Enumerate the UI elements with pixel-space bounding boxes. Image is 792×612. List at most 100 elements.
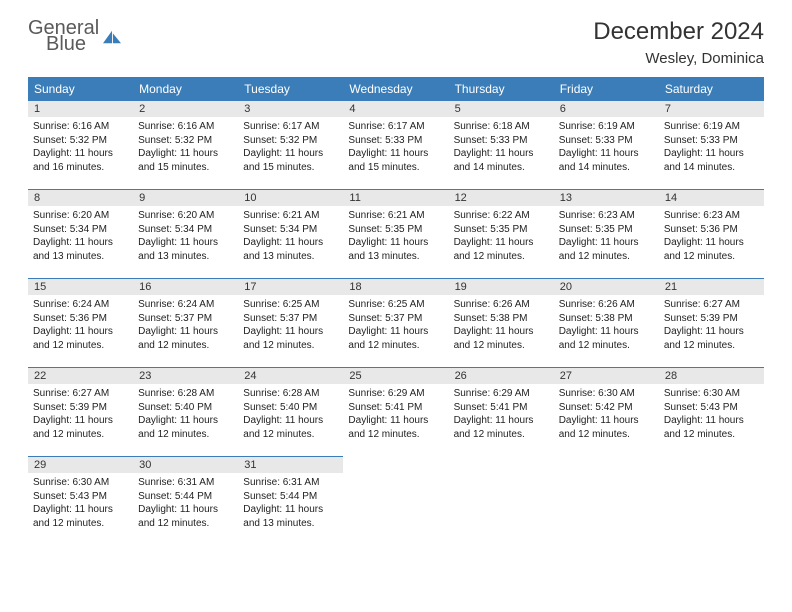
sunset-line: Sunset: 5:32 PM xyxy=(243,134,338,148)
daylight-line: Daylight: 11 hours and 13 minutes. xyxy=(33,236,128,263)
sunrise-line: Sunrise: 6:25 AM xyxy=(348,298,443,312)
day-number: 1 xyxy=(28,101,133,117)
sunset-line: Sunset: 5:33 PM xyxy=(664,134,759,148)
sunrise-line: Sunrise: 6:17 AM xyxy=(243,120,338,134)
calendar-table: SundayMondayTuesdayWednesdayThursdayFrid… xyxy=(28,77,764,545)
daylight-line: Daylight: 11 hours and 14 minutes. xyxy=(664,147,759,174)
sail-icon xyxy=(103,30,121,44)
sunset-line: Sunset: 5:33 PM xyxy=(559,134,654,148)
day-number: 21 xyxy=(659,279,764,295)
daylight-line: Daylight: 11 hours and 15 minutes. xyxy=(138,147,233,174)
day-number: 22 xyxy=(28,368,133,384)
sunset-line: Sunset: 5:34 PM xyxy=(243,223,338,237)
weekday-header: Saturday xyxy=(659,78,764,101)
daylight-line: Daylight: 11 hours and 13 minutes. xyxy=(348,236,443,263)
day-detail: Sunrise: 6:16 AMSunset: 5:32 PMDaylight:… xyxy=(28,117,133,178)
sunset-line: Sunset: 5:32 PM xyxy=(33,134,128,148)
sunrise-line: Sunrise: 6:17 AM xyxy=(348,120,443,134)
sunset-line: Sunset: 5:34 PM xyxy=(138,223,233,237)
sunrise-line: Sunrise: 6:19 AM xyxy=(559,120,654,134)
day-number: 3 xyxy=(238,101,343,117)
sunrise-line: Sunrise: 6:23 AM xyxy=(559,209,654,223)
sunrise-line: Sunrise: 6:29 AM xyxy=(348,387,443,401)
day-number: 14 xyxy=(659,190,764,206)
sunset-line: Sunset: 5:41 PM xyxy=(348,401,443,415)
day-number: 4 xyxy=(343,101,448,117)
sunrise-line: Sunrise: 6:18 AM xyxy=(454,120,549,134)
empty-cell xyxy=(659,457,764,546)
sunrise-line: Sunrise: 6:21 AM xyxy=(243,209,338,223)
sunset-line: Sunset: 5:35 PM xyxy=(454,223,549,237)
day-cell: 12Sunrise: 6:22 AMSunset: 5:35 PMDayligh… xyxy=(449,190,554,279)
day-cell: 3Sunrise: 6:17 AMSunset: 5:32 PMDaylight… xyxy=(238,101,343,190)
sunrise-line: Sunrise: 6:27 AM xyxy=(664,298,759,312)
day-cell: 23Sunrise: 6:28 AMSunset: 5:40 PMDayligh… xyxy=(133,368,238,457)
sunset-line: Sunset: 5:33 PM xyxy=(454,134,549,148)
day-detail: Sunrise: 6:28 AMSunset: 5:40 PMDaylight:… xyxy=(133,384,238,445)
sunrise-line: Sunrise: 6:27 AM xyxy=(33,387,128,401)
day-cell: 27Sunrise: 6:30 AMSunset: 5:42 PMDayligh… xyxy=(554,368,659,457)
day-number: 23 xyxy=(133,368,238,384)
weekday-header-row: SundayMondayTuesdayWednesdayThursdayFrid… xyxy=(28,78,764,101)
sunrise-line: Sunrise: 6:28 AM xyxy=(138,387,233,401)
day-number: 28 xyxy=(659,368,764,384)
daylight-line: Daylight: 11 hours and 12 minutes. xyxy=(138,325,233,352)
day-detail: Sunrise: 6:27 AMSunset: 5:39 PMDaylight:… xyxy=(659,295,764,356)
sunrise-line: Sunrise: 6:26 AM xyxy=(559,298,654,312)
day-number: 9 xyxy=(133,190,238,206)
day-detail: Sunrise: 6:30 AMSunset: 5:43 PMDaylight:… xyxy=(659,384,764,445)
title-block: December 2024 Wesley, Dominica xyxy=(593,18,764,67)
sunrise-line: Sunrise: 6:30 AM xyxy=(33,476,128,490)
sunrise-line: Sunrise: 6:29 AM xyxy=(454,387,549,401)
day-detail: Sunrise: 6:25 AMSunset: 5:37 PMDaylight:… xyxy=(238,295,343,356)
sunrise-line: Sunrise: 6:31 AM xyxy=(138,476,233,490)
day-number: 20 xyxy=(554,279,659,295)
day-number: 24 xyxy=(238,368,343,384)
header: General Blue December 2024 Wesley, Domin… xyxy=(28,18,764,67)
day-detail: Sunrise: 6:29 AMSunset: 5:41 PMDaylight:… xyxy=(343,384,448,445)
day-number: 15 xyxy=(28,279,133,295)
daylight-line: Daylight: 11 hours and 12 minutes. xyxy=(454,325,549,352)
daylight-line: Daylight: 11 hours and 12 minutes. xyxy=(559,325,654,352)
sunset-line: Sunset: 5:35 PM xyxy=(348,223,443,237)
empty-cell xyxy=(343,457,448,546)
day-detail: Sunrise: 6:26 AMSunset: 5:38 PMDaylight:… xyxy=(449,295,554,356)
daylight-line: Daylight: 11 hours and 13 minutes. xyxy=(243,236,338,263)
day-cell: 10Sunrise: 6:21 AMSunset: 5:34 PMDayligh… xyxy=(238,190,343,279)
week-row: 8Sunrise: 6:20 AMSunset: 5:34 PMDaylight… xyxy=(28,190,764,279)
day-number: 6 xyxy=(554,101,659,117)
day-detail: Sunrise: 6:16 AMSunset: 5:32 PMDaylight:… xyxy=(133,117,238,178)
sunset-line: Sunset: 5:32 PM xyxy=(138,134,233,148)
sunrise-line: Sunrise: 6:19 AM xyxy=(664,120,759,134)
day-detail: Sunrise: 6:28 AMSunset: 5:40 PMDaylight:… xyxy=(238,384,343,445)
day-number: 5 xyxy=(449,101,554,117)
sunset-line: Sunset: 5:42 PM xyxy=(559,401,654,415)
sunrise-line: Sunrise: 6:22 AM xyxy=(454,209,549,223)
daylight-line: Daylight: 11 hours and 12 minutes. xyxy=(559,414,654,441)
day-number: 2 xyxy=(133,101,238,117)
empty-cell xyxy=(449,457,554,546)
day-number: 29 xyxy=(28,457,133,473)
day-detail: Sunrise: 6:29 AMSunset: 5:41 PMDaylight:… xyxy=(449,384,554,445)
day-cell: 15Sunrise: 6:24 AMSunset: 5:36 PMDayligh… xyxy=(28,279,133,368)
week-row: 22Sunrise: 6:27 AMSunset: 5:39 PMDayligh… xyxy=(28,368,764,457)
daylight-line: Daylight: 11 hours and 12 minutes. xyxy=(664,414,759,441)
day-detail: Sunrise: 6:21 AMSunset: 5:35 PMDaylight:… xyxy=(343,206,448,267)
daylight-line: Daylight: 11 hours and 12 minutes. xyxy=(348,325,443,352)
daylight-line: Daylight: 11 hours and 12 minutes. xyxy=(243,325,338,352)
sunrise-line: Sunrise: 6:21 AM xyxy=(348,209,443,223)
sunrise-line: Sunrise: 6:26 AM xyxy=(454,298,549,312)
day-detail: Sunrise: 6:26 AMSunset: 5:38 PMDaylight:… xyxy=(554,295,659,356)
day-number: 12 xyxy=(449,190,554,206)
day-detail: Sunrise: 6:18 AMSunset: 5:33 PMDaylight:… xyxy=(449,117,554,178)
daylight-line: Daylight: 11 hours and 12 minutes. xyxy=(138,414,233,441)
daylight-line: Daylight: 11 hours and 15 minutes. xyxy=(348,147,443,174)
day-detail: Sunrise: 6:20 AMSunset: 5:34 PMDaylight:… xyxy=(28,206,133,267)
sunrise-line: Sunrise: 6:28 AM xyxy=(243,387,338,401)
sunset-line: Sunset: 5:40 PM xyxy=(138,401,233,415)
week-row: 29Sunrise: 6:30 AMSunset: 5:43 PMDayligh… xyxy=(28,457,764,546)
day-detail: Sunrise: 6:31 AMSunset: 5:44 PMDaylight:… xyxy=(133,473,238,534)
sunrise-line: Sunrise: 6:24 AM xyxy=(33,298,128,312)
day-detail: Sunrise: 6:23 AMSunset: 5:36 PMDaylight:… xyxy=(659,206,764,267)
empty-cell xyxy=(554,457,659,546)
